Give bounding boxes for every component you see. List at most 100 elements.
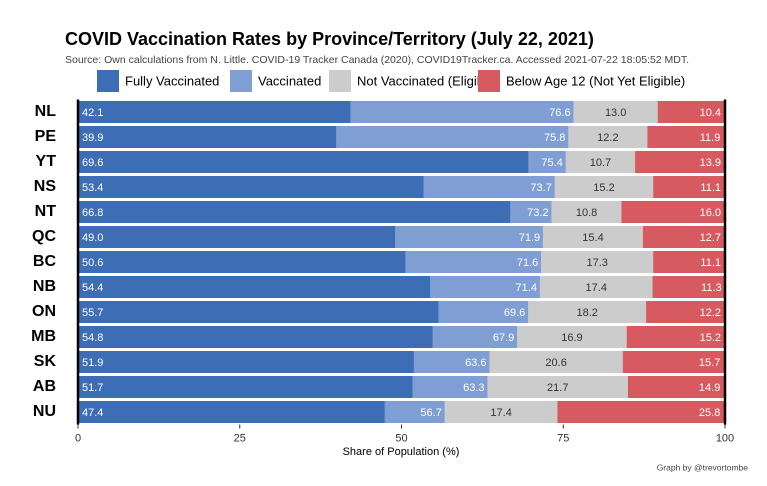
bar-segment (528, 301, 647, 323)
value-label: 10.7 (590, 157, 611, 169)
value-label: 11.3 (701, 282, 722, 294)
bar-segment (78, 226, 396, 248)
bar-segment (78, 126, 337, 148)
value-label: 39.9 (82, 132, 103, 144)
value-label: 56.7 (420, 407, 441, 419)
bar-segment (78, 276, 430, 298)
legend-swatch (329, 70, 351, 92)
value-label: 11.1 (700, 182, 721, 194)
value-label: 17.3 (587, 257, 608, 269)
y-tick-label: NU (33, 403, 56, 420)
bar-segment (78, 201, 511, 223)
value-label: 17.4 (490, 407, 511, 419)
value-label: 47.4 (82, 407, 103, 419)
y-tick-label: ON (32, 303, 56, 320)
y-tick-label: SK (34, 353, 57, 370)
bar-segment (78, 401, 385, 423)
value-label: 20.6 (545, 357, 566, 369)
bar-segment (642, 226, 725, 248)
value-label: 73.2 (527, 207, 548, 219)
bar-segment (647, 126, 725, 148)
y-tick-label: YT (36, 153, 57, 170)
value-label: 11.1 (700, 257, 721, 269)
bar-segment (622, 351, 725, 373)
y-tick-label: MB (31, 328, 56, 345)
bar-segment (78, 301, 439, 323)
x-tick-label: 0 (75, 432, 81, 444)
value-label: 16.0 (700, 207, 721, 219)
chart-title: COVID Vaccination Rates by Province/Terr… (65, 29, 594, 49)
value-label: 71.6 (517, 257, 538, 269)
legend-swatch (97, 70, 119, 92)
bar-segment (627, 376, 725, 398)
bar-segment (653, 251, 725, 273)
y-tick-label: NB (33, 278, 56, 295)
bar-segment (78, 376, 413, 398)
value-label: 63.3 (463, 382, 484, 394)
bar-segment (551, 201, 622, 223)
y-tick-label: AB (33, 378, 56, 395)
legend-label: Below Age 12 (Not Yet Eligible) (506, 73, 685, 88)
x-tick-label: 75 (557, 432, 569, 444)
x-tick-label: 50 (395, 432, 407, 444)
value-label: 75.4 (541, 157, 562, 169)
value-label: 18.2 (576, 307, 597, 319)
bar-segment (653, 176, 725, 198)
bar-segment (444, 401, 558, 423)
value-label: 49.0 (82, 232, 103, 244)
y-tick-label: NS (34, 178, 57, 195)
value-label: 15.4 (582, 232, 603, 244)
value-label: 75.8 (544, 132, 565, 144)
bar-segment (565, 151, 636, 173)
value-label: 11.9 (700, 132, 721, 144)
bar-segment (539, 276, 653, 298)
bar-segment (78, 101, 351, 123)
x-tick-label: 25 (234, 432, 246, 444)
value-label: 51.7 (82, 382, 103, 394)
bar-segment (78, 351, 414, 373)
value-label: 55.7 (82, 307, 103, 319)
value-label: 63.6 (465, 357, 486, 369)
value-label: 66.8 (82, 207, 103, 219)
value-label: 12.7 (700, 232, 721, 244)
value-label: 10.8 (576, 207, 597, 219)
y-tick-label: NL (35, 103, 57, 120)
bar-segment (621, 201, 725, 223)
legend-swatch (230, 70, 252, 92)
bar-segment (554, 176, 654, 198)
value-label: 13.9 (700, 157, 721, 169)
value-label: 50.6 (82, 257, 103, 269)
value-label: 17.4 (586, 282, 607, 294)
value-label: 21.7 (547, 382, 568, 394)
value-label: 73.7 (530, 182, 551, 194)
value-label: 12.2 (700, 307, 721, 319)
value-label: 69.6 (504, 307, 525, 319)
value-label: 13.0 (605, 107, 626, 119)
value-label: 71.4 (516, 282, 537, 294)
bar-segment (543, 226, 643, 248)
value-label: 51.9 (82, 357, 103, 369)
value-label: 76.6 (549, 107, 570, 119)
value-label: 54.8 (82, 332, 103, 344)
y-tick-label: QC (32, 228, 56, 245)
bar-segment (517, 326, 627, 348)
value-label: 71.9 (519, 232, 540, 244)
bar-segment (487, 376, 628, 398)
value-label: 42.1 (82, 107, 103, 119)
value-label: 15.2 (593, 182, 614, 194)
value-label: 15.7 (699, 357, 720, 369)
value-label: 69.6 (82, 157, 103, 169)
bar-segment (78, 151, 529, 173)
chart-subtitle: Source: Own calculations from N. Little.… (65, 54, 689, 66)
bar-segment (568, 126, 648, 148)
y-tick-label: PE (35, 128, 57, 145)
value-label: 54.4 (82, 282, 103, 294)
value-label: 12.2 (597, 132, 618, 144)
x-tick-label: 100 (716, 432, 734, 444)
bar-segment (78, 176, 424, 198)
value-label: 14.9 (699, 382, 720, 394)
legend-label: Not Vaccinated (Eligible) (357, 73, 498, 88)
bar-segment (646, 301, 725, 323)
